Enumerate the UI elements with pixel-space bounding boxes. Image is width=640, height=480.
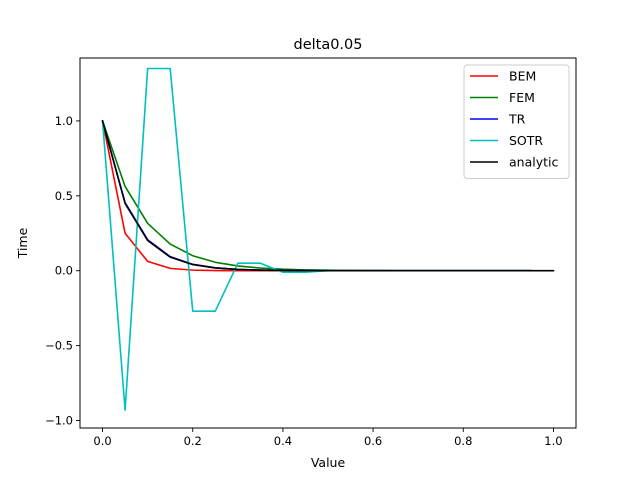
legend-label-bem: BEM bbox=[509, 69, 536, 84]
legend: BEM FEM TR SOTR analytic bbox=[463, 64, 570, 179]
y-tick-label: 0.5 bbox=[55, 189, 73, 203]
x-axis-label: Value bbox=[311, 455, 346, 470]
y-tick-label: −0.5 bbox=[45, 339, 73, 353]
y-axis-label: Time bbox=[15, 227, 30, 259]
x-tick-label: 0.8 bbox=[454, 434, 472, 448]
y-tick-label: 1.0 bbox=[55, 114, 73, 128]
series-layer bbox=[101, 67, 555, 411]
y-tick-label: −1.0 bbox=[45, 414, 73, 428]
legend-label-sotr: SOTR bbox=[509, 133, 543, 148]
series-line-analytic bbox=[101, 119, 555, 272]
legend-label-tr: TR bbox=[508, 112, 526, 127]
legend-label-fem: FEM bbox=[509, 90, 535, 105]
legend-box bbox=[463, 64, 570, 179]
x-tick-label: 1.0 bbox=[544, 434, 562, 448]
legend-label-analytic: analytic bbox=[509, 155, 558, 170]
x-tick-label: 0.2 bbox=[184, 434, 202, 448]
plot-area-frame bbox=[79, 57, 577, 429]
y-tick-label: 0.0 bbox=[55, 264, 73, 278]
y-axis: −1.0 −0.5 0.0 0.5 1.0 bbox=[45, 114, 80, 428]
x-tick-label: 0.6 bbox=[364, 434, 382, 448]
chart-title: delta0.05 bbox=[293, 37, 362, 53]
x-axis: 0.0 0.2 0.4 0.6 0.8 1.0 bbox=[93, 428, 563, 448]
x-tick-label: 0.4 bbox=[274, 434, 292, 448]
x-tick-label: 0.0 bbox=[93, 434, 111, 448]
